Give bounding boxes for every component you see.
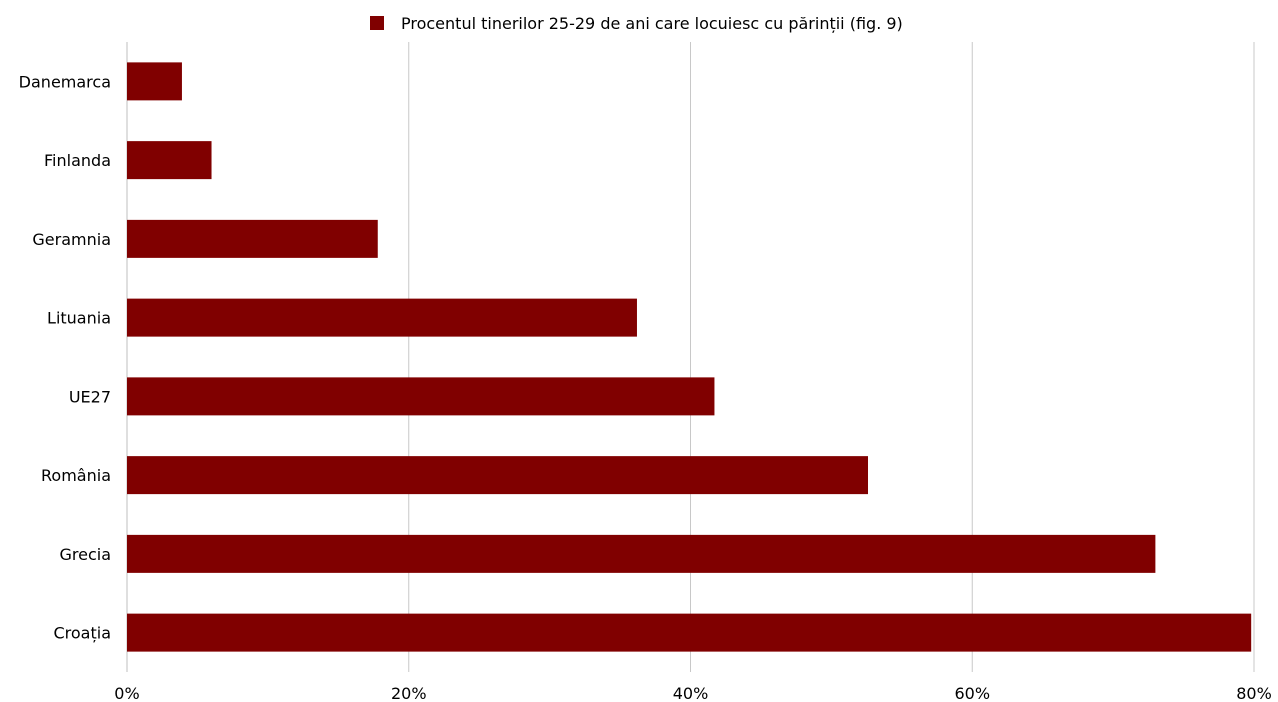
y-tick-label: Danemarca xyxy=(19,72,111,91)
bars xyxy=(127,62,1252,652)
y-axis-labels: Danemarca Finlanda Geramnia Lituania UE27 Rom… xyxy=(19,72,111,642)
y-tick-label: Croația xyxy=(53,624,111,643)
y-tick-label: Geramnia xyxy=(32,230,111,249)
bar xyxy=(127,613,1252,652)
x-tick-label: 0% xyxy=(114,684,139,702)
bar xyxy=(127,377,715,416)
y-tick-label: România xyxy=(41,466,111,485)
grid xyxy=(408,42,1255,672)
y-tick-label: Lituania xyxy=(47,309,111,328)
y-tick-label: UE27 xyxy=(69,387,111,406)
legend-label: Procentul tinerilor 25-29 de ani care lo… xyxy=(401,14,903,33)
bar xyxy=(127,62,182,101)
bar xyxy=(127,141,212,180)
legend-swatch xyxy=(370,16,384,30)
x-tick-label: 60% xyxy=(954,684,990,702)
bar xyxy=(127,456,869,495)
legend: Procentul tinerilor 25-29 de ani care lo… xyxy=(370,14,903,33)
y-tick-label: Grecia xyxy=(59,545,111,564)
y-tick-label: Finlanda xyxy=(44,151,111,170)
x-tick-label: 80% xyxy=(1236,684,1272,702)
bar xyxy=(127,219,378,258)
x-tick-label: 20% xyxy=(391,684,427,702)
x-tick-label: 40% xyxy=(673,684,709,702)
bar xyxy=(127,534,1156,573)
x-axis-labels: 0% 20% 40% 60% 80% xyxy=(114,684,1271,702)
bar xyxy=(127,298,637,337)
